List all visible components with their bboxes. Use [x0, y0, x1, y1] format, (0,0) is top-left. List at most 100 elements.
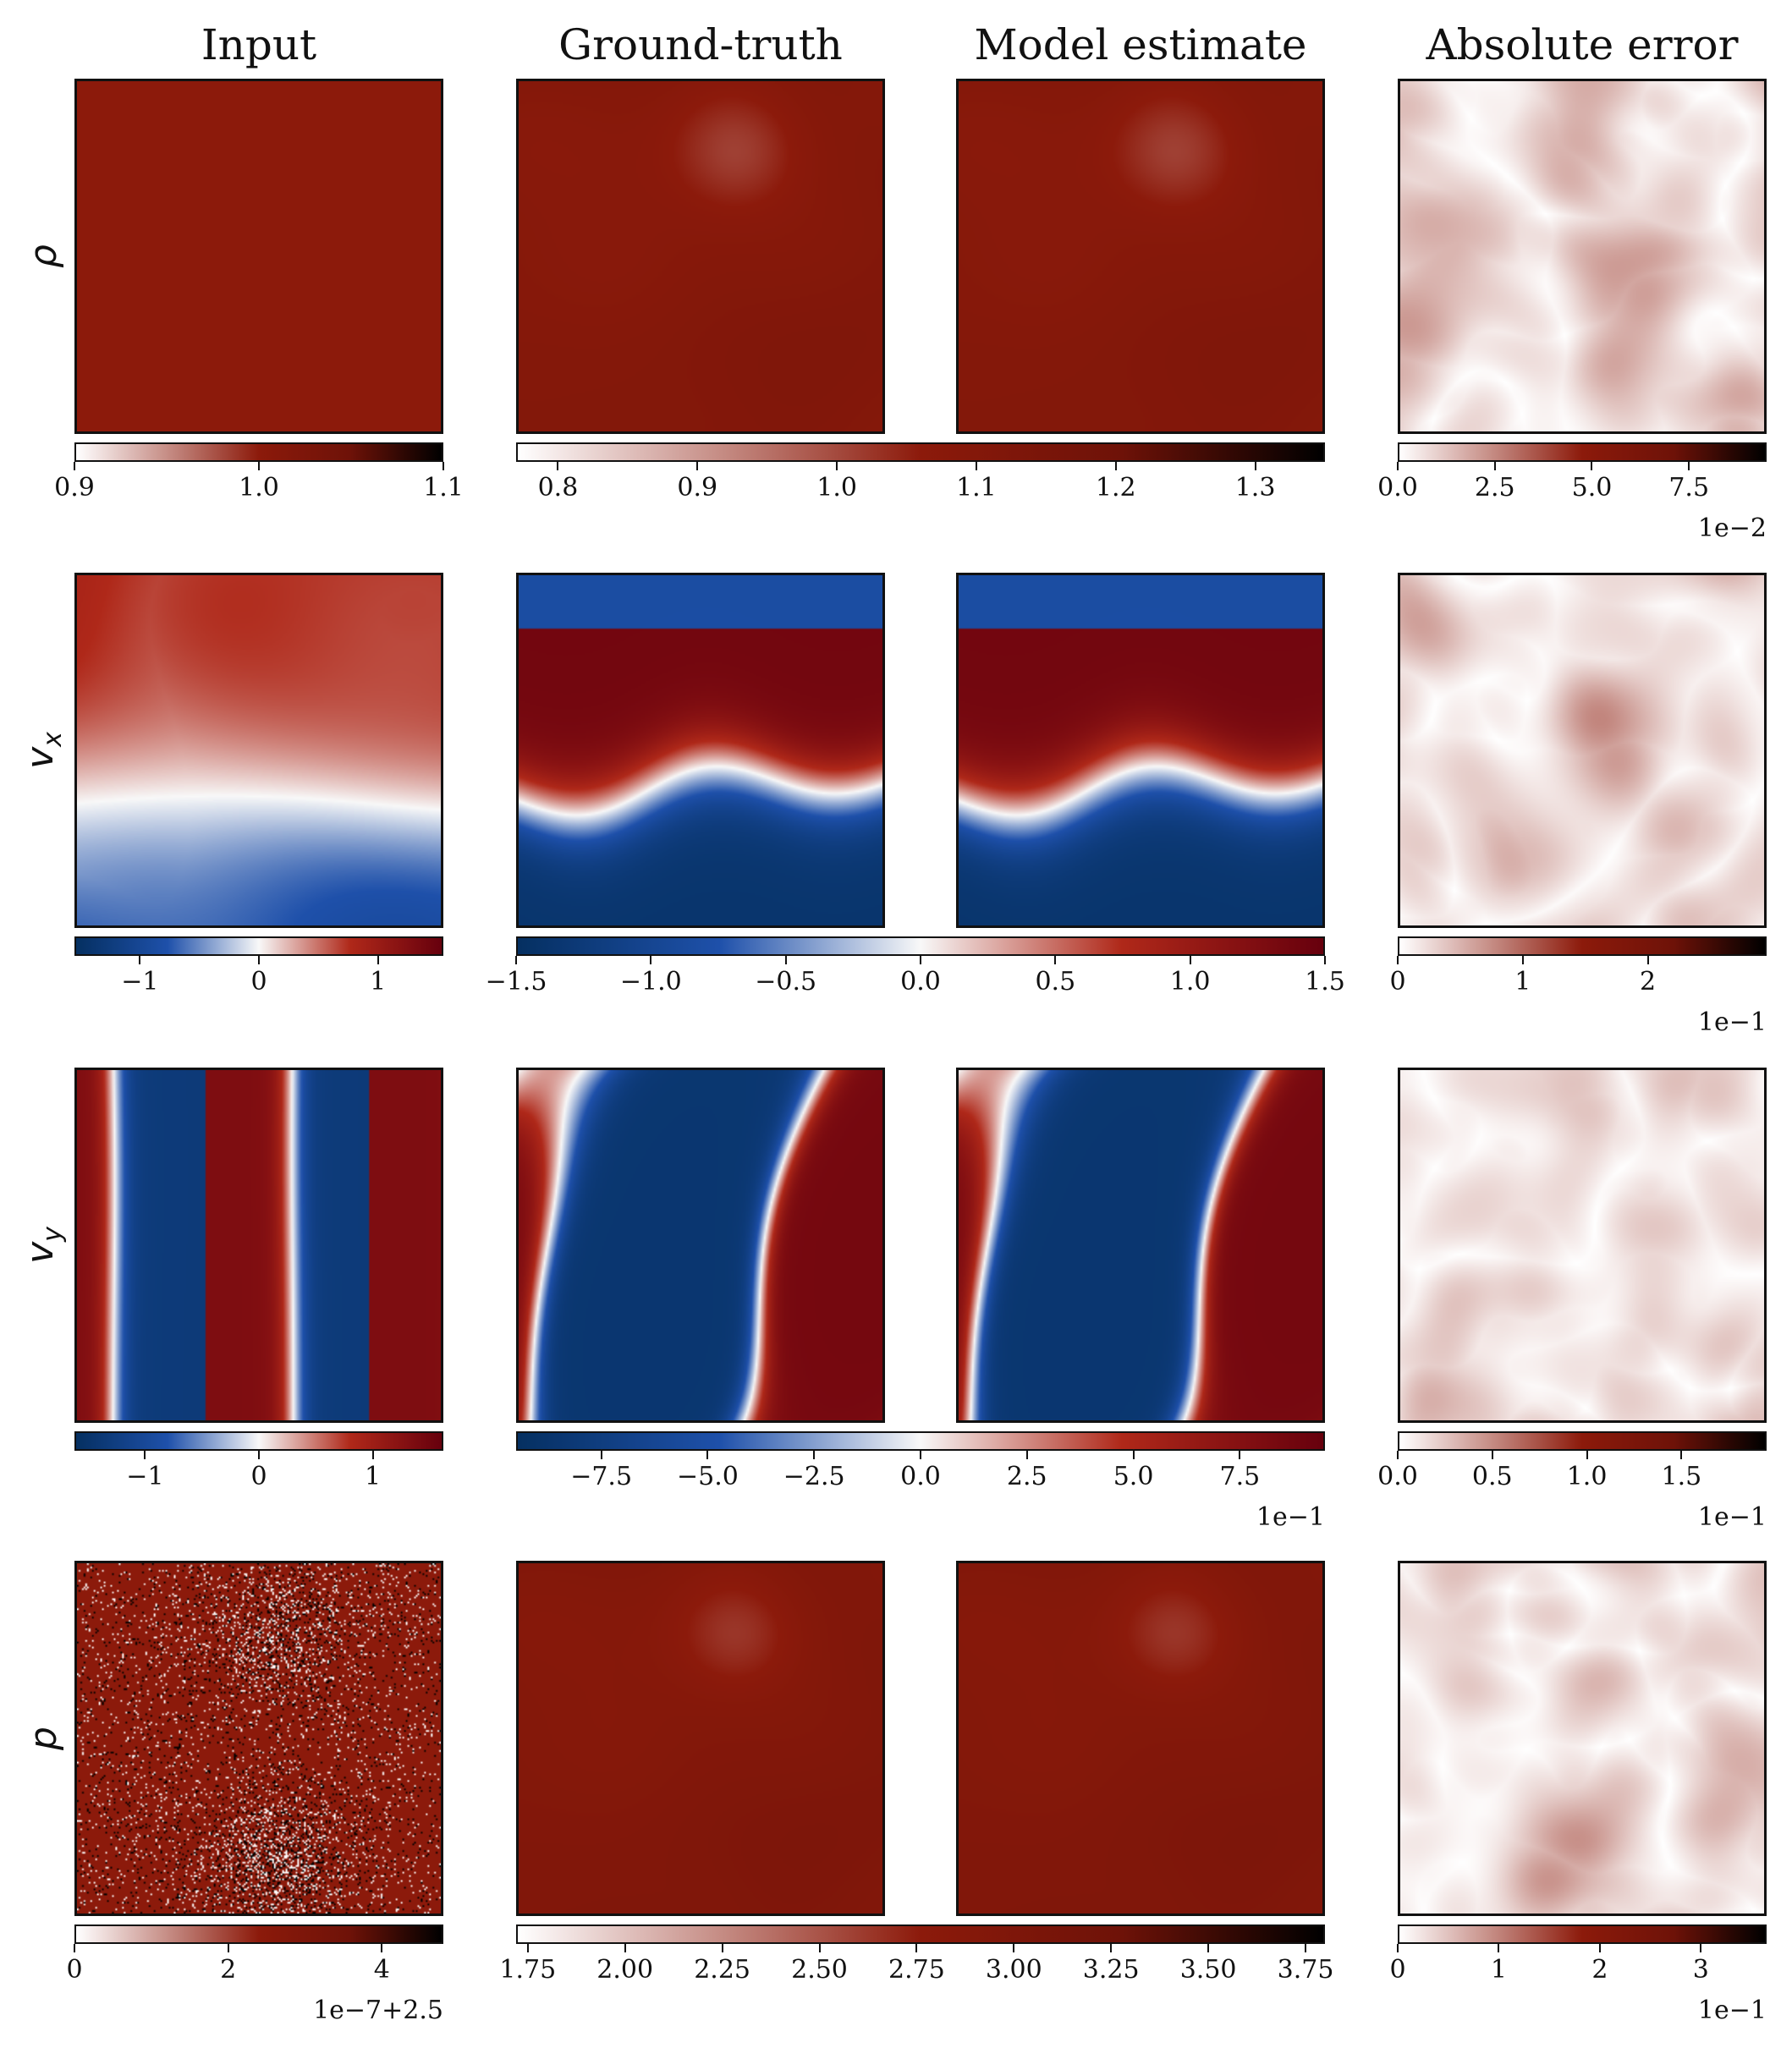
colorbar-r3-ground-truth-and-estimate — [516, 1431, 1325, 1451]
colorbar-tick — [1305, 1944, 1307, 1952]
colorbar-offset-label: 1e−7+2.5 — [313, 1996, 443, 2025]
colorbar-tick-label: 1.5 — [1305, 967, 1345, 997]
colorbar-tick — [1189, 956, 1191, 964]
colorbar-tick — [227, 1944, 229, 1952]
heatmap-panel-r3-c2 — [516, 1068, 885, 1423]
heatmap-panel-r4-c4 — [1398, 1561, 1767, 1916]
colorbar-tick — [515, 956, 517, 964]
colorbar-tick-label: 0.0 — [1377, 1462, 1418, 1491]
colorbar-tick — [696, 462, 699, 470]
colorbar-r2-input — [74, 936, 443, 956]
heatmap-image — [959, 1563, 1322, 1913]
colorbar-tick — [258, 462, 260, 470]
colorbar-tick-label: 3.75 — [1277, 1955, 1334, 1985]
colorbar-tick — [1591, 462, 1593, 470]
colorbar-tick-label: 1.0 — [1169, 967, 1211, 997]
colorbar-tick — [1110, 1944, 1113, 1952]
heatmap-image — [959, 1070, 1322, 1420]
colorbar-tick — [1493, 462, 1496, 470]
colorbar-tick — [1324, 956, 1326, 964]
colorbar-r3-input — [74, 1431, 443, 1451]
heatmap-image — [77, 1070, 441, 1420]
colorbar-tick-label: −7.5 — [570, 1462, 633, 1491]
colorbar-tick-label: 4 — [373, 1955, 390, 1985]
heatmap-panel-r1-c3 — [956, 79, 1325, 434]
colorbar-tick-label: 1 — [365, 1462, 382, 1491]
column-title-2: Ground-truth — [558, 20, 843, 69]
colorbar-tick — [836, 462, 838, 470]
heatmap-panel-r4-c1 — [74, 1561, 443, 1916]
colorbar-offset-label: 1e−1 — [1256, 1502, 1325, 1532]
heatmap-image — [959, 81, 1322, 431]
colorbar-tick-label: −0.5 — [755, 967, 817, 997]
colorbar-tick-label: 0.0 — [900, 967, 941, 997]
row-label-symbol: v — [19, 746, 63, 769]
colorbar-tick-label: 0.9 — [677, 473, 718, 502]
row-label-subscript: y — [37, 1227, 68, 1242]
heatmap-image — [519, 81, 882, 431]
colorbar-tick-label: 0.0 — [1377, 473, 1418, 502]
colorbar-tick — [915, 1944, 918, 1952]
colorbar-tick — [920, 1451, 921, 1459]
colorbar-tick — [139, 956, 141, 964]
colorbar-tick-label: 0.5 — [1471, 1462, 1513, 1491]
colorbar-tick — [920, 956, 921, 964]
colorbar-offset-label: 1e−1 — [1697, 1008, 1767, 1037]
colorbar-tick-label: −1 — [121, 967, 159, 997]
colorbar-offset-label: 1e−2 — [1697, 513, 1767, 543]
colorbar-tick-label: 1.1 — [956, 473, 997, 502]
heatmap-panel-r1-c1 — [74, 79, 443, 434]
colorbar-tick-label: 1.75 — [499, 1955, 557, 1985]
colorbar-r2-ground-truth-and-estimate — [516, 936, 1325, 956]
colorbar-tick — [1239, 1451, 1241, 1459]
colorbar-r2-absolute-error — [1398, 936, 1767, 956]
colorbar-tick — [1680, 1451, 1683, 1459]
heatmap-image — [77, 575, 441, 925]
row-label-symbol: v — [19, 1241, 63, 1264]
colorbar-tick — [443, 462, 444, 470]
colorbar-tick-label: −1.0 — [619, 967, 682, 997]
heatmap-image — [77, 1563, 441, 1913]
colorbar-tick — [1586, 1451, 1588, 1459]
colorbar-tick — [600, 1451, 602, 1459]
row-label-symbol: p — [22, 1727, 65, 1750]
colorbar-tick — [1013, 1944, 1015, 1952]
colorbar-tick — [377, 956, 379, 964]
row-label-subscript: x — [37, 732, 68, 747]
colorbar-tick — [813, 1451, 816, 1459]
colorbar-tick — [818, 1944, 821, 1952]
colorbar-tick-label: 2.50 — [791, 1955, 848, 1985]
heatmap-image — [1400, 1563, 1764, 1913]
colorbar-tick-label: 0.0 — [900, 1462, 941, 1491]
colorbar-r1-absolute-error — [1398, 442, 1767, 462]
colorbar-tick-label: −1 — [126, 1462, 164, 1491]
colorbar-tick — [1207, 1944, 1210, 1952]
colorbar-tick-label: 1.1 — [423, 473, 464, 502]
colorbar-tick — [371, 1451, 374, 1459]
colorbar-r3-absolute-error — [1398, 1431, 1767, 1451]
colorbar-tick-label: 0 — [66, 1955, 83, 1985]
colorbar-tick — [144, 1451, 146, 1459]
colorbar-tick-label: 0 — [1389, 1955, 1406, 1985]
colorbar-tick-label: 2 — [1640, 967, 1657, 997]
colorbar-tick — [650, 956, 652, 964]
colorbar-tick-label: 1.0 — [816, 473, 857, 502]
heatmap-panel-r3-c4 — [1398, 1068, 1767, 1423]
colorbar-tick — [721, 1944, 723, 1952]
colorbar-tick-label: 1.2 — [1095, 473, 1136, 502]
colorbar-tick-label: 1.0 — [1566, 1462, 1608, 1491]
colorbar-tick-label: 0 — [250, 1462, 267, 1491]
heatmap-image — [1400, 81, 1764, 431]
colorbar-tick-label: 0.8 — [537, 473, 579, 502]
colorbar-tick — [1397, 1944, 1399, 1952]
colorbar-tick-label: 5.0 — [1113, 1462, 1154, 1491]
colorbar-tick — [526, 1944, 529, 1952]
heatmap-image — [519, 1563, 882, 1913]
colorbar-tick — [74, 1944, 75, 1952]
colorbar-tick — [381, 1944, 383, 1952]
colorbar-tick — [557, 462, 559, 470]
colorbar-r4-input — [74, 1924, 443, 1944]
colorbar-tick-label: 2 — [220, 1955, 237, 1985]
colorbar-tick-label: −1.5 — [485, 967, 547, 997]
